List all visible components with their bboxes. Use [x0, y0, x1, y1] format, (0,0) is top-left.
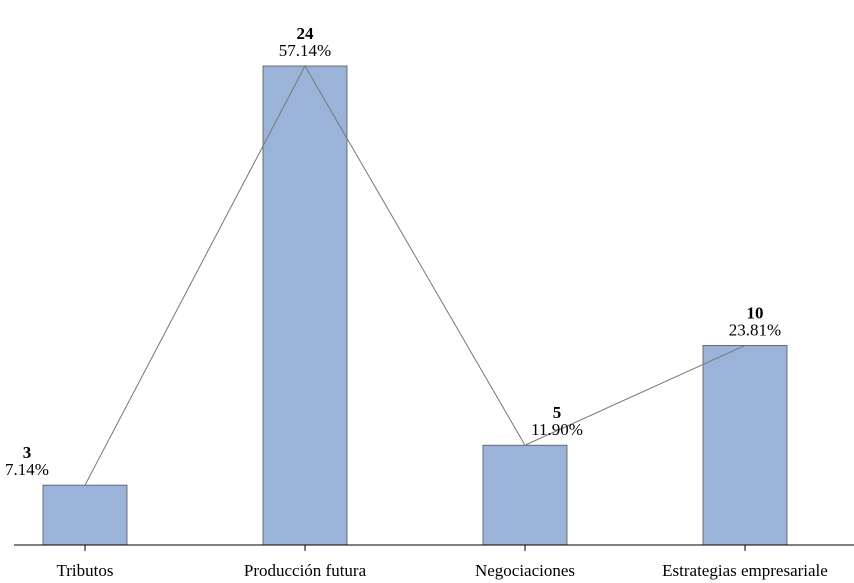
x-tick-label-1: Producción futura: [244, 561, 367, 580]
trend-line: [84, 64, 746, 486]
x-tick-label-2: Negociaciones: [475, 561, 575, 580]
count-label-3: 10: [747, 303, 764, 322]
trend-line-layer: [84, 64, 746, 486]
bar-2: [482, 444, 568, 546]
percent-label-2: 11.90%: [531, 420, 583, 439]
count-label-1: 24: [297, 24, 315, 43]
bars-layer: [42, 65, 788, 546]
bar-1: [262, 65, 348, 546]
percent-label-3: 23.81%: [729, 320, 781, 339]
count-label-0: 3: [23, 443, 32, 462]
bar-3: [702, 345, 788, 546]
percent-label-0: 7.14%: [5, 460, 49, 479]
count-label-2: 5: [553, 403, 562, 422]
x-tick-label-3: Estrategias empresariale: [662, 561, 828, 580]
percent-label-1: 57.14%: [279, 41, 331, 60]
x-tick-label-0: Tributos: [56, 561, 113, 580]
x-axis: Tributos Producción futura Negociaciones Es…: [14, 544, 854, 580]
bar-0: [42, 484, 128, 546]
